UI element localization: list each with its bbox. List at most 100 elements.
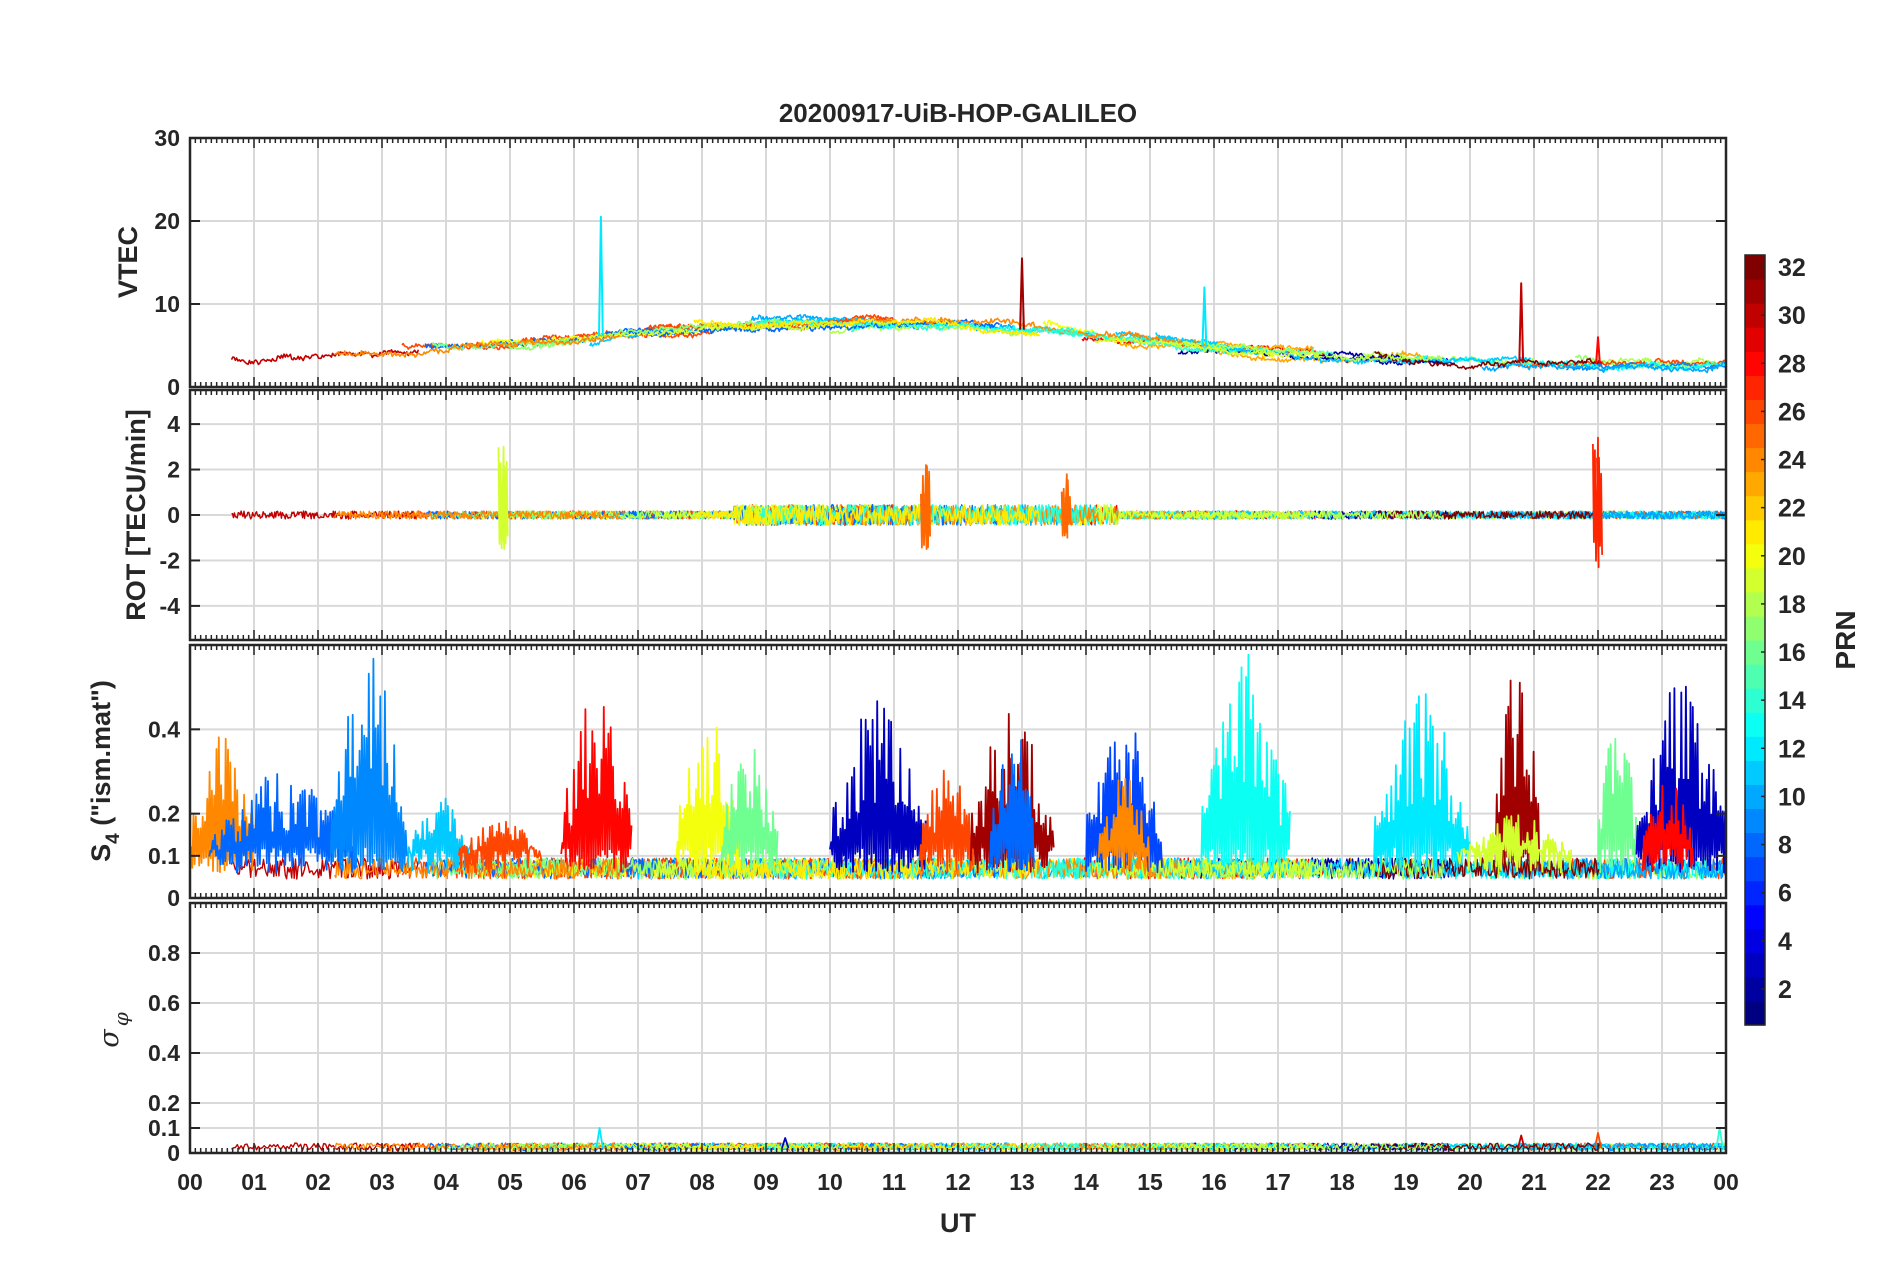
panel-s4: 0 0.1 0.2 0.4 S4 ("ism.mat")	[86, 643, 1728, 911]
colorbar-segment	[1745, 928, 1765, 954]
x-ticklabel: 14	[1073, 1169, 1099, 1195]
y-ticklabels-vtec: 0 10 20 30	[154, 125, 180, 400]
y-ticklabel: 30	[154, 125, 180, 151]
colorbar-segment	[1745, 255, 1765, 280]
vtec-spike-line	[1518, 282, 1525, 364]
s4-burst-line	[918, 769, 977, 874]
y-ticklabel: 0.2	[148, 801, 180, 827]
s4-burst-line	[208, 773, 357, 874]
sigphi-series-line	[757, 1142, 1080, 1152]
panel-rot: -4 -2 0 2 4 ROT [TECU/min]	[121, 388, 1728, 642]
colorbar-segments	[1745, 255, 1765, 1026]
s4-burst-line	[720, 748, 779, 872]
colorbar-ticklabel: 30	[1778, 302, 1806, 330]
s4-burst-line	[989, 739, 1035, 872]
colorbar-frame	[1744, 254, 1766, 1026]
rot-series-line	[231, 510, 420, 520]
y-ticklabel: 0	[167, 374, 180, 400]
y-label-rot: ROT [TECU/min]	[121, 409, 151, 620]
y-label-sigphi-sigma: σ	[94, 1028, 125, 1048]
y-ticklabel: 0.1	[148, 1115, 180, 1141]
colorbar-segment	[1745, 904, 1765, 930]
x-ticklabel: 00	[177, 1169, 203, 1195]
colorbar-segment	[1745, 976, 1765, 1002]
vtec-spike-line	[1201, 286, 1208, 347]
colorbar-segment	[1745, 615, 1765, 641]
axes-box-vtec	[188, 136, 1728, 389]
vtec-series-line	[850, 316, 1211, 349]
colorbar-ticklabel: 28	[1778, 350, 1806, 378]
panel-sigphi: 00.10.2 0.4 0.6 0.8 σφ	[94, 901, 1728, 1166]
rot-spike-line	[1060, 473, 1072, 539]
colorbar-segment	[1745, 303, 1765, 328]
y-ticklabel: 0	[167, 885, 180, 911]
y-ticklabel: 0	[167, 502, 180, 528]
series-vtec	[230, 215, 1726, 374]
vtec-spike-line	[598, 215, 604, 337]
x-ticklabel: 05	[497, 1169, 523, 1195]
x-ticklabel: 00	[1713, 1169, 1739, 1195]
x-ticklabel: 20	[1457, 1169, 1483, 1195]
colorbar-segment	[1745, 351, 1765, 376]
sigphi-spike-line	[595, 1127, 604, 1149]
axes-box-rot	[188, 388, 1728, 642]
vtec-spike-line	[1019, 257, 1025, 330]
vtec-series-line	[757, 318, 1080, 337]
colorbar-segment	[1745, 471, 1765, 497]
colorbar-ticklabel: 10	[1778, 783, 1806, 811]
x-ticklabel: 06	[561, 1169, 587, 1195]
y-ticklabel: 0	[167, 1140, 180, 1166]
colorbar-segment	[1745, 423, 1765, 449]
x-ticklabel: 02	[305, 1169, 331, 1195]
panel-vtec: 0 10 20 30 VTEC	[113, 125, 1728, 400]
colorbar-ticklabel: 12	[1778, 735, 1806, 763]
x-axis-label: UT	[940, 1208, 976, 1238]
x-ticklabel: 18	[1329, 1169, 1355, 1195]
series-sigphi	[231, 1127, 1726, 1152]
s4-burst-line	[560, 706, 633, 873]
colorbar-segment	[1745, 567, 1765, 593]
y-label-s4: S4 ("ism.mat")	[86, 680, 124, 862]
colorbar-segment	[1745, 664, 1765, 689]
s4-baseline-line	[431, 857, 570, 880]
colorbar-segment	[1745, 856, 1765, 882]
y-ticklabel: 0.4	[148, 716, 180, 742]
rot-spike-line	[1592, 436, 1603, 569]
grid-vtec	[190, 138, 1726, 387]
sigphi-spike-line	[1517, 1134, 1526, 1149]
s4-burst-line	[1597, 737, 1637, 873]
colorbar-segment	[1745, 495, 1765, 521]
y-ticklabels-rot: -4 -2 0 2 4	[160, 411, 181, 619]
x-ticklabel: 22	[1585, 1169, 1611, 1195]
y-ticklabel: 0.1	[148, 843, 180, 869]
s4-baseline-line	[693, 857, 1041, 880]
colorbar-segment	[1745, 832, 1765, 858]
colorbar-segment	[1745, 375, 1765, 400]
vtec-series-line	[1481, 361, 1726, 374]
y-ticklabel: 20	[154, 208, 180, 234]
colorbar-ticklabel: 4	[1778, 928, 1792, 956]
x-ticklabel: 13	[1009, 1169, 1035, 1195]
y-ticklabel: 0.8	[148, 940, 180, 966]
y-ticklabel: 10	[154, 291, 180, 317]
colorbar-segment	[1745, 543, 1765, 569]
s4-burst-line	[1641, 784, 1695, 872]
y-ticklabel: 2	[167, 457, 180, 483]
x-ticklabel: 11	[882, 1169, 907, 1195]
colorbar-segment	[1745, 952, 1765, 978]
colorbar-segment	[1745, 447, 1765, 473]
colorbar-segment	[1745, 712, 1765, 737]
colorbar-ticklabel: 18	[1778, 591, 1806, 619]
s4-burst-line	[829, 700, 927, 873]
s4-burst-line	[329, 657, 408, 873]
vtec-series-line	[693, 316, 1041, 337]
x-ticklabel: 16	[1201, 1169, 1227, 1195]
colorbar-segment	[1745, 736, 1765, 761]
x-ticklabel: 17	[1265, 1169, 1291, 1195]
x-ticklabel: 04	[433, 1169, 459, 1195]
colorbar-segment	[1745, 808, 1765, 834]
vtec-series-line	[1173, 339, 1444, 363]
y-label-s4-sub: 4	[103, 833, 124, 844]
s4-burst-line	[1373, 693, 1471, 874]
